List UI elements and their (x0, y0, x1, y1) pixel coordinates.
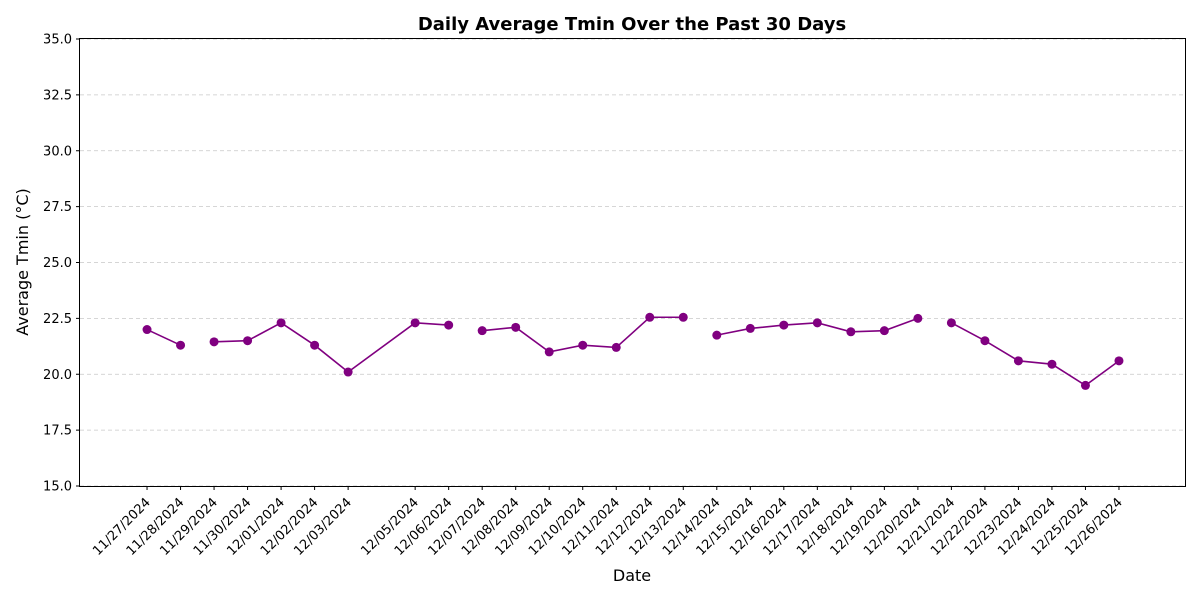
data-point (243, 336, 253, 346)
data-point (946, 318, 956, 328)
x-axis-label: Date (613, 566, 651, 585)
data-point (142, 325, 152, 335)
data-point (310, 340, 320, 350)
grid-lines (80, 38, 1186, 487)
data-point (712, 330, 722, 340)
data-point (745, 323, 755, 333)
data-point (645, 312, 655, 322)
y-tick-label: 15.0 (43, 480, 72, 495)
data-point (1114, 356, 1124, 366)
data-point (544, 347, 554, 357)
y-tick-label: 30.0 (43, 144, 72, 159)
data-point (779, 320, 789, 330)
data-point (1080, 380, 1090, 390)
y-axis-label: Average Tmin (°C) (13, 188, 32, 335)
data-point (276, 318, 286, 328)
data-point (611, 342, 621, 352)
data-point (1013, 356, 1023, 366)
data-point (343, 367, 353, 377)
plot-frame (79, 38, 1186, 487)
data-point (846, 327, 856, 337)
y-tick-label: 27.5 (43, 200, 72, 215)
y-axis-ticks: 15.0 17.5 20.0 22.5 25.0 27.5 30.0 32.5 35.0 (43, 33, 80, 495)
y-tick-label: 25.0 (43, 256, 72, 271)
chart-title: Daily Average Tmin Over the Past 30 Days (418, 14, 846, 35)
series-tmin (142, 312, 1124, 390)
data-point (913, 313, 923, 323)
data-point (578, 340, 588, 350)
y-tick-label: 32.5 (43, 88, 72, 103)
series-line-segment (951, 322, 1120, 387)
y-tick-label: 20.0 (43, 368, 72, 383)
data-point (209, 337, 219, 347)
data-point (444, 320, 454, 330)
y-tick-label: 35.0 (43, 33, 72, 48)
x-axis-ticks: 11/27/202411/28/202411/29/202411/30/2024… (90, 486, 1126, 559)
data-point (176, 340, 186, 350)
data-point (477, 326, 487, 336)
data-point (879, 326, 889, 336)
data-point (1047, 359, 1057, 369)
series-line-segment (214, 321, 449, 374)
data-point (812, 318, 822, 328)
y-tick-label: 22.5 (43, 312, 72, 327)
data-point (511, 322, 521, 332)
series-line-segment (146, 328, 181, 346)
data-point (980, 336, 990, 346)
data-point (410, 318, 420, 328)
data-point (678, 312, 688, 322)
y-tick-label: 17.5 (43, 424, 72, 439)
